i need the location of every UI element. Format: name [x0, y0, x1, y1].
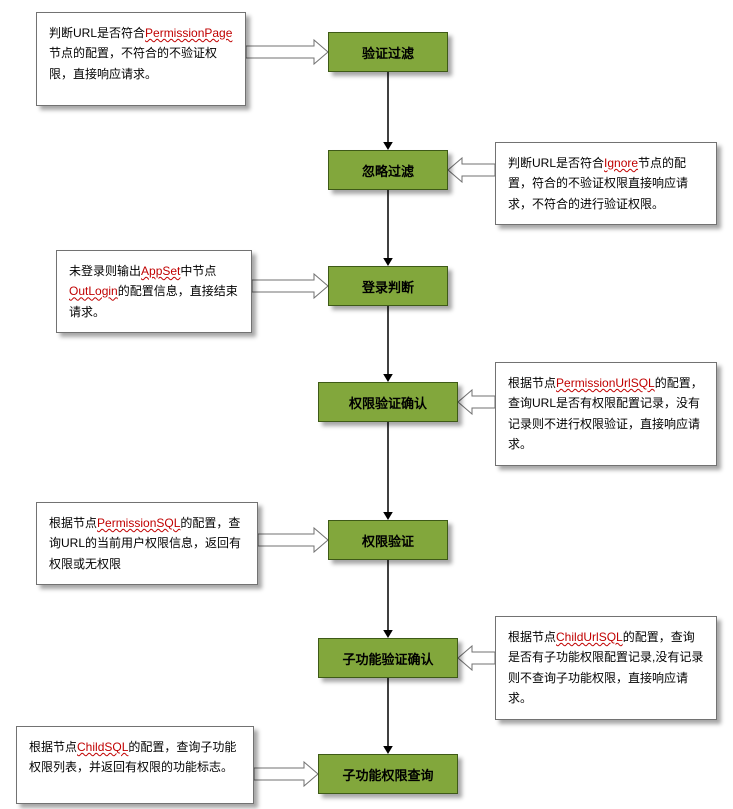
callout-text: 根据节点 — [508, 376, 556, 390]
callout-text: 判断URL是否符合 — [49, 26, 145, 40]
callout-c6: 根据节点ChildUrlSQL的配置，查询是否有子功能权限配置记录,没有记录则不… — [495, 616, 717, 720]
callout-text: 节点的配置，不符合的不验证权限，直接响应请求。 — [49, 46, 217, 80]
callout-keyword: OutLogin — [69, 284, 118, 298]
flow-node-n5: 权限验证 — [328, 520, 448, 560]
callout-text: 中节点 — [180, 264, 216, 278]
callout-keyword: PermissionSQL — [97, 516, 180, 530]
callout-c5: 根据节点PermissionSQL的配置，查询URL的当前用户权限信息，返回有权… — [36, 502, 258, 585]
callout-c7: 根据节点ChildSQL的配置，查询子功能权限列表，并返回有权限的功能标志。 — [16, 726, 254, 804]
flow-node-n3: 登录判断 — [328, 266, 448, 306]
flow-node-n7: 子功能权限查询 — [318, 754, 458, 794]
flow-node-n6: 子功能验证确认 — [318, 638, 458, 678]
callout-text: 根据节点 — [49, 516, 97, 530]
flow-node-n2: 忽略过滤 — [328, 150, 448, 190]
callout-c3: 未登录则输出AppSet中节点OutLogin的配置信息，直接结束请求。 — [56, 250, 252, 333]
callout-keyword: AppSet — [141, 264, 180, 278]
callout-text: 判断URL是否符合 — [508, 156, 604, 170]
callout-c2: 判断URL是否符合Ignore节点的配置，符合的不验证权限直接响应请求，不符合的… — [495, 142, 717, 225]
callout-c1: 判断URL是否符合PermissionPage 节点的配置，不符合的不验证权限，直… — [36, 12, 246, 106]
callout-keyword: PermissionPage — [145, 26, 232, 40]
callout-keyword: Ignore — [604, 156, 638, 170]
callout-keyword: ChildUrlSQL — [556, 630, 623, 644]
callout-text: 根据节点 — [29, 740, 77, 754]
flow-node-n1: 验证过滤 — [328, 32, 448, 72]
callout-keyword: ChildSQL — [77, 740, 128, 754]
callout-keyword: PermissionUrlSQL — [556, 376, 655, 390]
callout-text: 未登录则输出 — [69, 264, 141, 278]
callout-text: 根据节点 — [508, 630, 556, 644]
flowchart-canvas: 验证过滤忽略过滤登录判断权限验证确认权限验证子功能验证确认子功能权限查询 判断UR… — [0, 0, 733, 809]
callout-c4: 根据节点PermissionUrlSQL的配置，查询URL是否有权限配置记录，没… — [495, 362, 717, 466]
flow-node-n4: 权限验证确认 — [318, 382, 458, 422]
